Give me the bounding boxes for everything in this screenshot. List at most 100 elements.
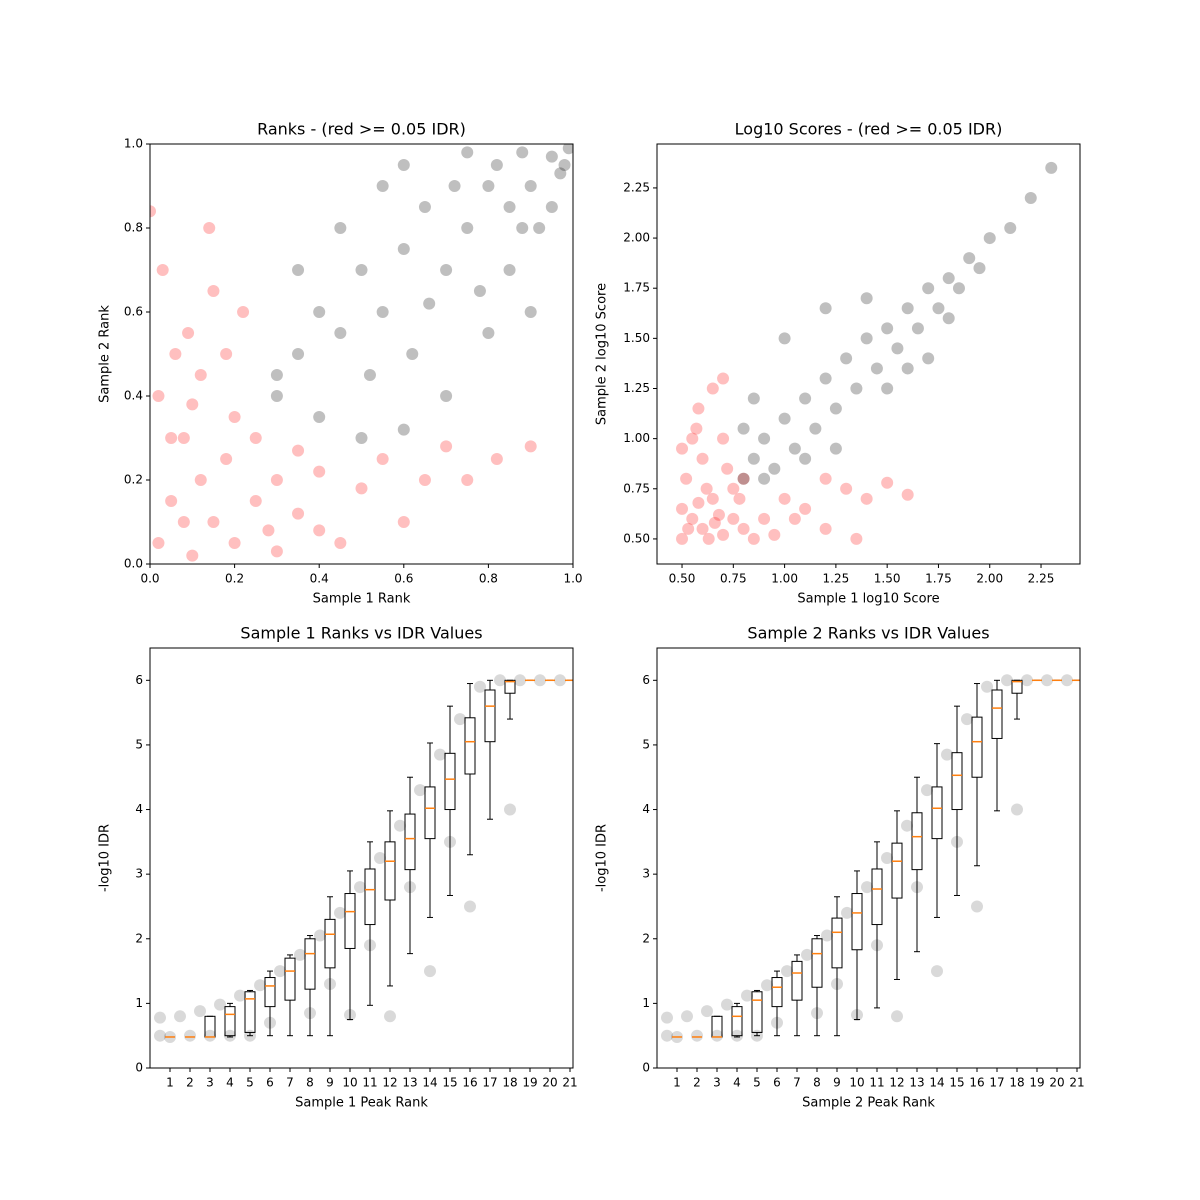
point <box>712 508 725 521</box>
point <box>758 472 771 485</box>
point <box>220 453 233 465</box>
point <box>514 674 526 687</box>
point <box>355 482 368 495</box>
point <box>768 528 781 541</box>
x-tick-label: 13 <box>909 1076 924 1090</box>
point <box>207 516 220 528</box>
point <box>676 532 689 545</box>
point <box>214 998 226 1011</box>
point <box>524 180 537 192</box>
point <box>313 465 326 478</box>
point <box>821 929 833 942</box>
box <box>771 977 783 1008</box>
y-tick-label: 4 <box>642 802 650 816</box>
point <box>169 348 182 360</box>
y-tick-label: 6 <box>642 673 650 687</box>
y-tick-label: 0 <box>642 1061 650 1075</box>
y-tick-label: 5 <box>135 737 143 751</box>
x-tick-label: 2 <box>693 1076 701 1090</box>
point <box>690 422 703 435</box>
box <box>244 991 256 1033</box>
x-tick-label: 10 <box>342 1076 357 1090</box>
box <box>324 918 336 969</box>
x-tick-label: 17 <box>482 1076 497 1090</box>
y-tick-label: 3 <box>135 867 143 881</box>
box <box>731 1006 743 1037</box>
box <box>384 841 396 901</box>
box <box>424 786 436 840</box>
point <box>942 312 955 325</box>
point <box>313 524 326 537</box>
point <box>186 549 199 562</box>
point <box>901 302 914 315</box>
box <box>951 752 963 811</box>
point <box>454 713 466 726</box>
point <box>686 512 699 525</box>
point <box>819 472 832 485</box>
point <box>464 900 476 913</box>
y-tick-label: 3 <box>642 867 650 881</box>
point <box>270 369 283 381</box>
point <box>706 382 719 395</box>
x-tick-label: 14 <box>929 1076 944 1090</box>
x-tick-label: 15 <box>949 1076 964 1090</box>
point <box>781 965 793 978</box>
point <box>440 440 453 453</box>
x-tick-label: 2.25 <box>1028 572 1055 586</box>
point <box>376 453 389 465</box>
x-tick-label: 2 <box>186 1076 194 1090</box>
point <box>860 292 873 305</box>
point <box>829 402 842 415</box>
point <box>692 402 705 415</box>
point <box>778 492 791 505</box>
y-tick-label: 5 <box>642 737 650 751</box>
x-tick-label: 11 <box>362 1076 377 1090</box>
point <box>440 390 453 402</box>
chart-title: Sample 2 Ranks vs IDR Values <box>747 624 989 643</box>
panel: 0.0 0.2 0.4 0.6 0.8 1.0 0.0 0.2 0.4 0.6 0.8 1.0 Rank… <box>98 120 583 607</box>
point <box>440 264 453 276</box>
point <box>741 989 753 1002</box>
point <box>228 537 241 549</box>
point <box>961 713 973 726</box>
point <box>270 545 283 558</box>
point <box>881 322 894 335</box>
point <box>706 492 719 505</box>
point <box>374 852 386 864</box>
y-tick-label: 2 <box>642 931 650 945</box>
box <box>751 991 763 1033</box>
x-tick-label: 17 <box>989 1076 1004 1090</box>
axes-frame <box>149 647 574 1069</box>
point <box>932 302 945 315</box>
y-tick-label: 0.4 <box>124 389 143 403</box>
x-tick-label: 16 <box>462 1076 477 1090</box>
x-tick-label: 1.00 <box>771 572 798 586</box>
point <box>397 516 410 528</box>
point <box>1001 674 1013 687</box>
point <box>1041 674 1053 687</box>
x-tick-label: 18 <box>1009 1076 1024 1090</box>
x-tick-label: 14 <box>422 1076 437 1090</box>
point <box>727 512 740 525</box>
point <box>788 442 801 455</box>
point <box>313 306 326 318</box>
box <box>1011 679 1023 694</box>
point <box>901 362 914 375</box>
y-axis-label: -log10 IDR <box>98 824 113 892</box>
point <box>494 674 506 687</box>
point <box>355 432 368 444</box>
point <box>503 201 516 213</box>
y-tick-label: 6 <box>135 673 143 687</box>
point <box>676 502 689 515</box>
y-tick-label: 1.50 <box>623 331 650 345</box>
point <box>490 159 503 171</box>
point <box>860 492 873 505</box>
panel: 0.50 0.75 1.00 1.25 1.50 1.75 2.00 2.25 0.50 0.75… <box>595 120 1081 607</box>
point <box>534 674 546 687</box>
y-tick-label: 1.75 <box>623 281 650 295</box>
point <box>418 201 431 213</box>
y-tick-label: 0.2 <box>124 473 143 487</box>
point <box>254 979 266 992</box>
point <box>711 1029 723 1042</box>
box <box>811 938 823 988</box>
